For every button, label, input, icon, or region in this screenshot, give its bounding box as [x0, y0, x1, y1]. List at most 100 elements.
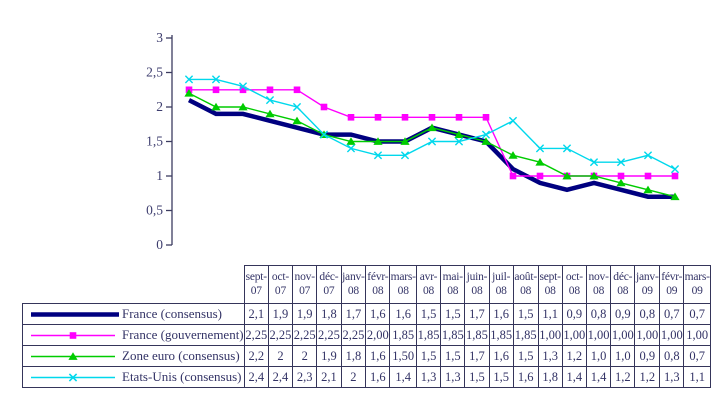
value-cell: 1,85 — [415, 324, 442, 346]
square-marker-icon — [671, 172, 679, 180]
value-cell: 0,9 — [610, 303, 636, 325]
value-cell: 1,0 — [610, 345, 636, 367]
triangle-marker-icon — [68, 351, 78, 360]
value-cell: 2 — [340, 366, 367, 388]
triangle-marker-icon — [454, 130, 464, 138]
x-marker-icon — [265, 96, 275, 105]
value-cell: 0,8 — [659, 345, 685, 367]
value-cell: 1,8 — [340, 345, 367, 367]
triangle-marker-icon — [643, 185, 653, 194]
square-marker-icon — [293, 86, 301, 94]
col-header: janv- 08 — [340, 265, 367, 304]
value-cell: 1,6 — [488, 345, 514, 367]
value-cell: 1,3 — [415, 366, 442, 388]
x-marker-icon — [184, 75, 194, 84]
triangle-marker-icon — [238, 102, 248, 111]
table-row: France (consensus) 2,1 1,9 1,9 1,8 1,7 1,6 1,6 1… — [22, 303, 711, 325]
value-cell: 2,2 — [243, 345, 269, 367]
value-cell: 2,00 — [365, 324, 391, 346]
value-cell: 1,7 — [464, 345, 490, 367]
col-header: sept- 08 — [537, 265, 563, 304]
x-marker-icon — [346, 144, 356, 153]
value-cell: 1,4 — [585, 366, 612, 388]
header-row: sept- 07 oct- 07 nov- 07 déc- 07 janv- 08 fév… — [23, 265, 711, 304]
legend-key-icon — [31, 372, 115, 382]
value-cell: 1,8 — [316, 303, 342, 325]
value-cell: 1,85 — [440, 324, 466, 346]
corner-cell — [23, 266, 245, 304]
col-header: mai- 08 — [440, 265, 466, 304]
square-marker-icon — [644, 172, 652, 180]
legend-key-icon — [31, 331, 115, 339]
square-marker-icon — [428, 114, 436, 121]
value-cell: 1,6 — [365, 303, 391, 325]
value-cell: 2,4 — [243, 366, 269, 388]
table-row: Zone euro (consensus) 2,2 2 2 1,9 1,8 1,6 1,50 1… — [22, 345, 711, 367]
square-marker-icon — [347, 114, 355, 121]
square-marker-icon — [536, 172, 544, 180]
series-name: Zone euro (consensus) — [122, 348, 240, 363]
series-line — [189, 89, 675, 177]
x-marker-icon — [454, 137, 464, 146]
value-cell: 1,50 — [389, 345, 417, 367]
value-cell: 0,9 — [634, 345, 661, 367]
x-marker-icon — [508, 116, 518, 125]
triangle-marker-icon — [346, 137, 356, 145]
value-cell: 1,5 — [415, 303, 442, 325]
value-cell: 1,5 — [512, 303, 539, 325]
x-marker-icon — [373, 151, 383, 160]
value-cell: 2,1 — [243, 303, 269, 325]
square-marker-icon — [212, 86, 220, 94]
legend-cell: France (consensus) — [22, 303, 245, 325]
x-marker-icon — [535, 144, 545, 153]
value-cell: 2,25 — [340, 324, 367, 346]
triangle-marker-icon — [400, 137, 410, 145]
value-cell: 1,9 — [316, 345, 342, 367]
value-cell: 1,85 — [488, 324, 514, 346]
series-name: Etats-Unis (consensus) — [122, 369, 242, 384]
series-name: France (consensus) — [122, 306, 222, 321]
triangle-marker-icon — [211, 102, 221, 111]
value-cell: 1,3 — [659, 366, 685, 388]
x-marker-icon — [562, 144, 572, 153]
value-cell: 1,00 — [634, 324, 661, 346]
value-cell: 1,1 — [537, 303, 563, 325]
table-row: Etats-Unis (consensus) 2,4 2,4 2,3 2,1 2 1,6 1,… — [22, 366, 711, 388]
col-header: juin- 08 — [464, 265, 490, 304]
chart-data-table: sept- 07 oct- 07 nov- 07 déc- 07 janv- 08 fév… — [22, 265, 711, 388]
value-cell: 2,25 — [243, 324, 269, 346]
square-marker-icon — [374, 114, 382, 121]
value-cell: 0,8 — [585, 303, 612, 325]
value-cell: 2,25 — [267, 324, 294, 346]
square-marker-icon — [509, 172, 517, 180]
value-cell: 1,00 — [683, 324, 711, 346]
square-marker-icon — [239, 86, 247, 94]
legend-cell: France (gouvernement) — [22, 324, 245, 346]
col-header: févr- 08 — [365, 265, 391, 304]
triangle-marker-icon — [427, 123, 437, 132]
square-marker-icon — [69, 331, 77, 339]
value-cell: 0,7 — [683, 345, 711, 367]
legend-key-icon — [31, 311, 119, 317]
value-cell: 1,6 — [365, 366, 391, 388]
triangle-marker-icon — [589, 171, 599, 180]
x-marker-icon — [670, 165, 680, 174]
x-marker-icon — [319, 130, 329, 139]
value-cell: 1,00 — [537, 324, 563, 346]
value-cell: 2 — [267, 345, 294, 367]
y-tick-label: 0,5 — [146, 203, 163, 218]
col-header: mars- 08 — [389, 265, 417, 304]
value-cell: 0,7 — [659, 303, 685, 325]
y-tick-label: 0 — [156, 237, 163, 252]
value-cell: 1,5 — [464, 366, 490, 388]
value-cell: 1,8 — [537, 366, 563, 388]
x-marker-icon — [427, 137, 437, 146]
col-header: avr- 08 — [415, 265, 442, 304]
col-header: oct- 07 — [267, 265, 294, 304]
triangle-marker-icon — [292, 116, 302, 125]
value-cell: 1,5 — [415, 345, 442, 367]
value-cell: 1,00 — [585, 324, 612, 346]
x-marker-icon — [68, 372, 78, 382]
triangle-marker-icon — [562, 171, 572, 180]
